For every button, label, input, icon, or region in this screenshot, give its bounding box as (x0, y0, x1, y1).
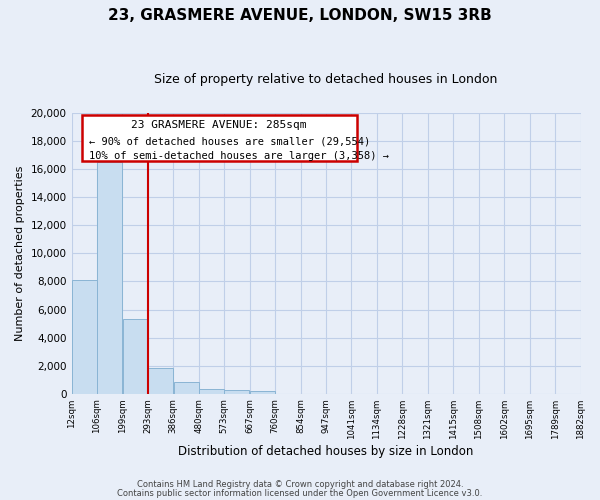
X-axis label: Distribution of detached houses by size in London: Distribution of detached houses by size … (178, 444, 474, 458)
Title: Size of property relative to detached houses in London: Size of property relative to detached ho… (154, 72, 498, 86)
Text: 23 GRASMERE AVENUE: 285sqm: 23 GRASMERE AVENUE: 285sqm (131, 120, 307, 130)
Bar (122, 320, 148, 394)
Text: 23, GRASMERE AVENUE, LONDON, SW15 3RB: 23, GRASMERE AVENUE, LONDON, SW15 3RB (108, 8, 492, 22)
Bar (199, 390, 224, 394)
Text: 10% of semi-detached houses are larger (3,358) →: 10% of semi-detached houses are larger (… (89, 151, 389, 161)
Text: Contains public sector information licensed under the Open Government Licence v3: Contains public sector information licen… (118, 488, 482, 498)
Bar (72, 280, 97, 394)
Text: Contains HM Land Registry data © Crown copyright and database right 2024.: Contains HM Land Registry data © Crown c… (137, 480, 463, 489)
Bar (224, 390, 250, 394)
Bar (173, 382, 199, 394)
FancyBboxPatch shape (82, 115, 356, 162)
Bar (250, 391, 275, 394)
Y-axis label: Number of detached properties: Number of detached properties (15, 166, 25, 341)
Text: ← 90% of detached houses are smaller (29,554): ← 90% of detached houses are smaller (29… (89, 137, 371, 147)
Bar (97, 162, 122, 394)
Bar (148, 368, 173, 394)
